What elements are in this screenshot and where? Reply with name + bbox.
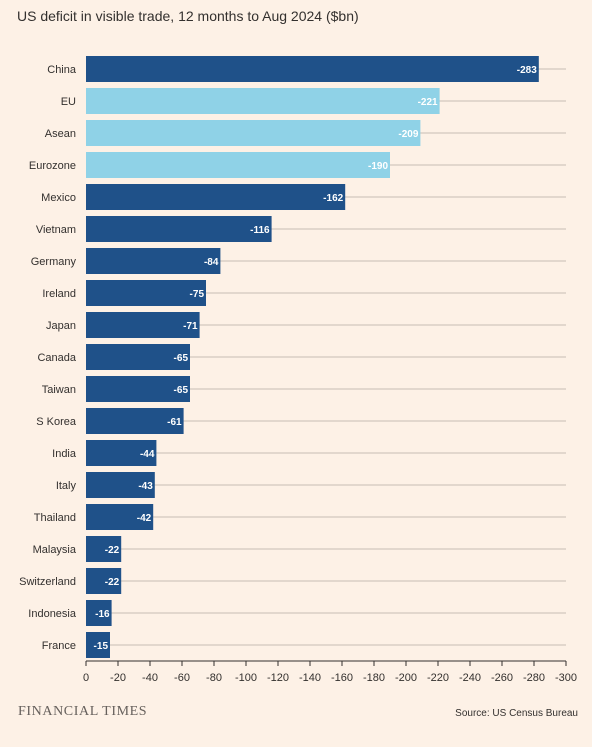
x-tick-label: -280	[523, 672, 545, 684]
bar	[86, 472, 155, 498]
bar	[86, 408, 184, 434]
category-label: Eurozone	[29, 160, 76, 172]
value-label: -116	[250, 225, 270, 236]
x-tick-label: -120	[267, 672, 289, 684]
category-label: Germany	[31, 256, 77, 268]
category-label: France	[42, 640, 76, 652]
x-tick-label: -20	[110, 672, 126, 684]
x-tick-label: -100	[235, 672, 257, 684]
value-label: -44	[140, 449, 155, 460]
value-label: -15	[94, 641, 109, 652]
x-tick-label: -80	[206, 672, 222, 684]
value-label: -42	[137, 513, 152, 524]
category-label: Japan	[46, 320, 76, 332]
bar	[86, 152, 390, 178]
category-label: Indonesia	[28, 608, 77, 620]
category-label: Ireland	[42, 288, 76, 300]
x-axis: 0 -20 -40 -60 -80 -100 -120 -140 -160 -180 -200 -22…	[83, 660, 577, 684]
value-label: -71	[183, 321, 198, 332]
category-label: Italy	[56, 480, 77, 492]
bar	[86, 344, 190, 370]
category-label: Mexico	[41, 192, 76, 204]
value-label: -190	[368, 161, 388, 172]
category-label: China	[47, 64, 77, 76]
value-label: -283	[517, 65, 537, 76]
x-tick-label: -300	[555, 672, 577, 684]
bar	[86, 536, 122, 562]
category-label: Vietnam	[36, 224, 76, 236]
bar	[86, 376, 190, 402]
x-tick-label: -240	[459, 672, 481, 684]
x-tick-label: -200	[395, 672, 417, 684]
value-label: -65	[174, 385, 189, 396]
value-label: -43	[138, 481, 153, 492]
value-label: -75	[190, 289, 205, 300]
category-label: India	[52, 448, 77, 460]
bar	[86, 600, 112, 626]
value-label: -16	[95, 609, 110, 620]
value-label: -162	[323, 193, 343, 204]
value-label: -22	[105, 577, 120, 588]
bars: China -283 EU -221 Asean -209 Eurozone -190 Mexi…	[19, 56, 539, 658]
x-tick-label: -60	[174, 672, 190, 684]
value-label: -61	[167, 417, 182, 428]
bar	[86, 56, 539, 82]
value-label: -84	[204, 257, 219, 268]
x-tick-label: -220	[427, 672, 449, 684]
category-label: Thailand	[34, 512, 76, 524]
x-tick-label: -140	[299, 672, 321, 684]
brand-logo: FINANCIAL TIMES	[18, 704, 148, 719]
bar	[86, 216, 272, 242]
bar	[86, 632, 110, 658]
source-note: Source: US Census Bureau	[455, 708, 578, 719]
value-label: -22	[105, 545, 120, 556]
x-tick-label: -180	[363, 672, 385, 684]
bar	[86, 440, 157, 466]
category-label: Taiwan	[42, 384, 76, 396]
category-label: S Korea	[36, 416, 77, 428]
bar	[86, 184, 346, 210]
bar	[86, 88, 440, 114]
category-label: Canada	[37, 352, 76, 364]
bar	[86, 568, 122, 594]
x-tick-label: 0	[83, 672, 89, 684]
x-tick-label: -260	[491, 672, 513, 684]
category-label: Switzerland	[19, 576, 76, 588]
value-label: -221	[418, 97, 438, 108]
category-label: Asean	[45, 128, 76, 140]
bar	[86, 120, 421, 146]
chart-title: US deficit in visible trade, 12 months t…	[17, 8, 359, 24]
x-tick-label: -40	[142, 672, 158, 684]
category-label: EU	[61, 96, 76, 108]
bar	[86, 280, 206, 306]
bar	[86, 248, 221, 274]
x-tick-label: -160	[331, 672, 353, 684]
bar	[86, 504, 154, 530]
category-label: Malaysia	[33, 544, 77, 556]
bar	[86, 312, 200, 338]
value-label: -65	[174, 353, 189, 364]
value-label: -209	[398, 129, 418, 140]
